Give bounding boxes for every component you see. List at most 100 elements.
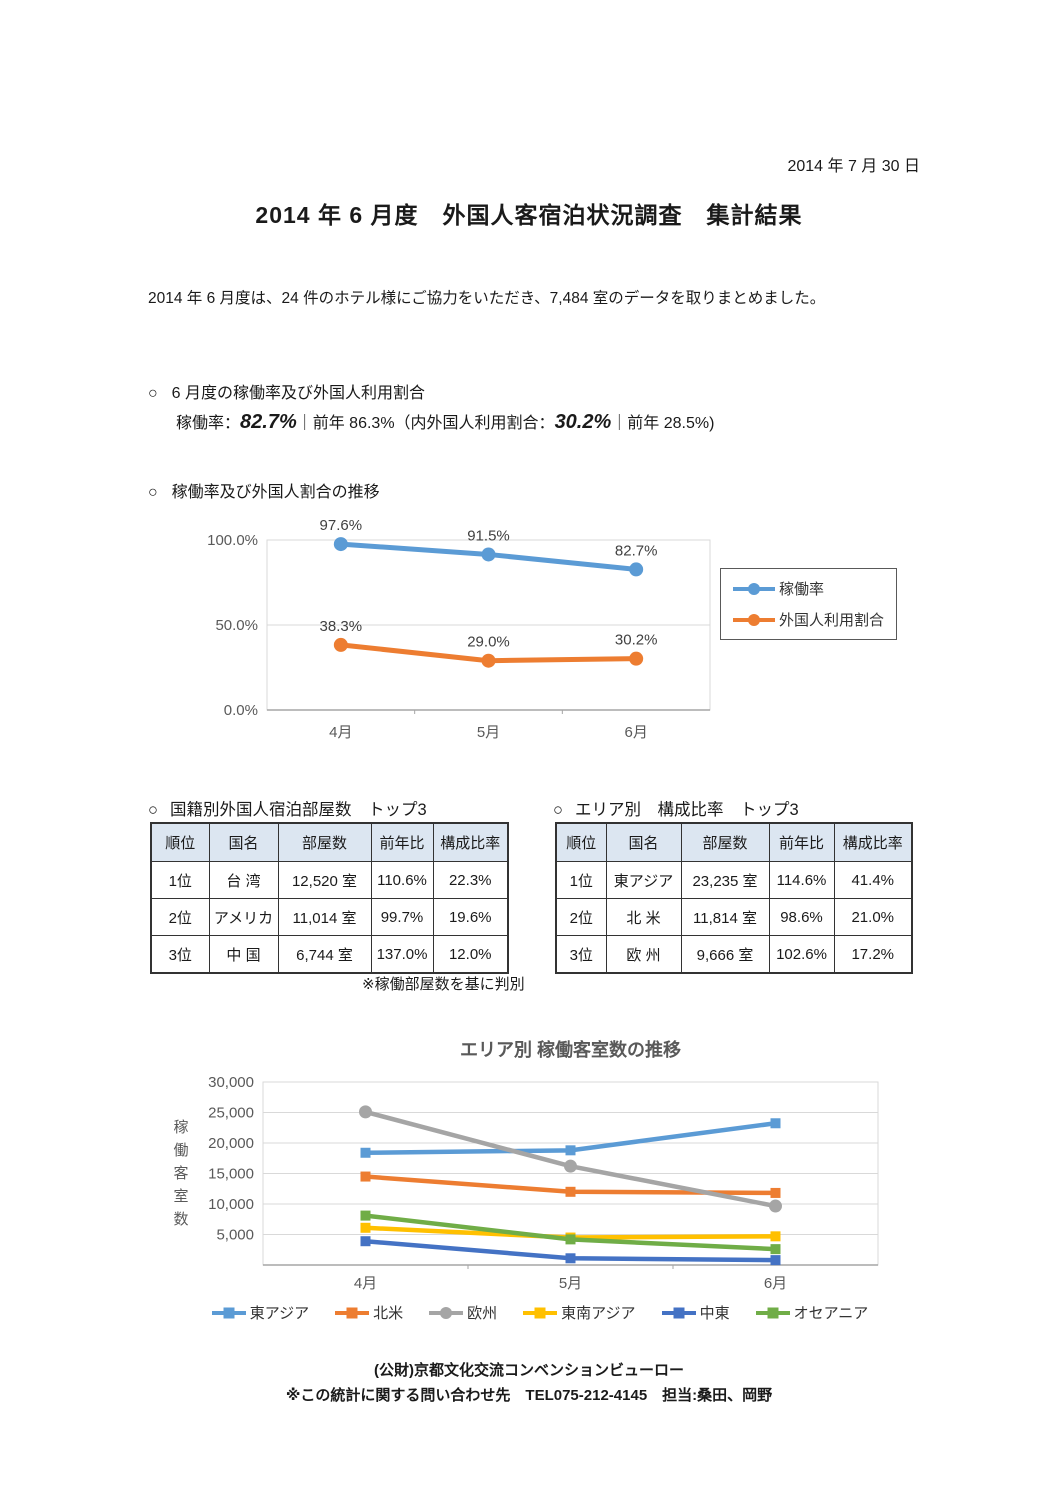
table-header-cell: 国名 bbox=[605, 822, 682, 862]
table-row: 2位 アメリカ 11,014 室 99.7% 19.6% bbox=[150, 898, 509, 936]
table-cell: 12,520 室 bbox=[277, 861, 372, 899]
table-row: 1位 東アジア 23,235 室 114.6% 41.4% bbox=[555, 861, 913, 899]
x-tick-label: 4月 bbox=[354, 1275, 377, 1292]
trend-chart: 100.0% 50.0% 0.0% 4月 5月 6月 97.6% 91.5% 82.7% 38.3… bbox=[190, 515, 898, 765]
legend-item: 北米 bbox=[335, 1302, 403, 1323]
x-tick-label: 6月 bbox=[624, 724, 647, 741]
legend-marker bbox=[534, 1307, 546, 1318]
data-point bbox=[565, 1186, 576, 1197]
section-occupancy-heading-text: 6 月度の稼働率及び外国人利用割合 bbox=[171, 385, 426, 402]
bullet-icon: ○ bbox=[148, 385, 158, 402]
area-chart-plot: 30,000 25,000 20,000 15,000 10,000 5,000 4月 5月 6… bbox=[208, 1039, 879, 1292]
page-title: 2014 年 6 月度 外国人客宿泊状況調査 集計結果 bbox=[255, 202, 803, 228]
section-trend-heading-text: 稼働率及び外国人割合の推移 bbox=[171, 484, 380, 501]
nationality-table-note: ※稼働部屋数を基に判別 bbox=[362, 976, 525, 993]
table-row: 3位欧 州 9,666 室 102.6% 17.2% bbox=[555, 935, 913, 974]
y-tick-label: 15,000 bbox=[208, 1166, 254, 1183]
table-cell: 1位 bbox=[555, 861, 607, 899]
table-cell: 110.6% bbox=[370, 861, 434, 899]
data-point bbox=[770, 1255, 781, 1266]
data-point bbox=[770, 1244, 781, 1255]
intro-paragraph: 2014 年 6 月度は、24 件のホテル様にご協力をいただき、7,484 室の… bbox=[148, 290, 826, 307]
data-point bbox=[360, 1236, 371, 1247]
rate-mid-text: ｜前年 86.3%（内外国人利用割合： bbox=[296, 415, 555, 432]
table-header-row: 順位 国名 部屋数 前年比 構成比率 bbox=[555, 822, 913, 862]
legend-label: 東南アジア bbox=[561, 1305, 636, 1322]
table-cell: 3位 bbox=[150, 935, 210, 974]
area-chart: 30,000 25,000 20,000 15,000 10,000 5,000 4月 5月 6… bbox=[160, 1030, 920, 1340]
table-cell: 137.0% bbox=[370, 935, 434, 974]
table-header-cell: 前年比 bbox=[768, 822, 835, 862]
legend-marker-icon bbox=[335, 1307, 370, 1318]
nationality-table: 順位 国名 部屋数 前年比 構成比率 1位台 湾 12,520 室 110.6% 22.3% 2位… bbox=[150, 822, 509, 974]
legend-marker bbox=[223, 1307, 235, 1318]
data-point bbox=[359, 1105, 372, 1119]
area-chart-ylabel-char: 稼 bbox=[173, 1119, 189, 1136]
area-chart-legend: 東アジア 北米 欧州 東南アジア 中東 オセアニア bbox=[160, 1302, 920, 1323]
data-point bbox=[360, 1210, 371, 1221]
series-外国人利用割合: 38.3% 29.0% 30.2% bbox=[320, 618, 658, 668]
table-cell: 東アジア bbox=[605, 861, 682, 899]
table-header-cell: 順位 bbox=[555, 822, 607, 862]
table-header-cell: 部屋数 bbox=[680, 822, 770, 862]
legend-marker bbox=[767, 1307, 779, 1318]
table-cell: 2位 bbox=[150, 898, 210, 936]
footer-contact: ※この統計に関する問い合わせ先 TEL075-212-4145 担当:桑田、岡野 bbox=[285, 1387, 773, 1404]
legend-label: 欧州 bbox=[467, 1305, 498, 1322]
table-cell: 台 湾 bbox=[208, 861, 279, 899]
legend-item: 欧州 bbox=[429, 1302, 497, 1323]
table-cell: 3位 bbox=[555, 935, 607, 974]
table-header-cell: 構成比率 bbox=[833, 822, 913, 862]
section-trend-heading: ○ 稼働率及び外国人割合の推移 bbox=[148, 478, 380, 502]
data-point bbox=[565, 1253, 576, 1264]
data-point bbox=[565, 1145, 576, 1156]
data-point bbox=[333, 637, 348, 652]
table-cell: 欧 州 bbox=[605, 935, 682, 974]
data-label: 82.7% bbox=[615, 542, 658, 559]
data-point bbox=[360, 1222, 371, 1233]
data-point bbox=[629, 651, 644, 666]
table-cell: 41.4% bbox=[833, 861, 913, 899]
table-header-cell: 順位 bbox=[150, 822, 210, 862]
foreign-rate-value: 30.2% bbox=[554, 411, 612, 433]
y-tick-label: 100.0% bbox=[207, 532, 258, 549]
data-label: 29.0% bbox=[467, 634, 510, 651]
legend-marker-icon bbox=[429, 1306, 464, 1319]
nationality-table-title-text: 国籍別外国人宿泊部屋数 トップ3 bbox=[169, 801, 427, 819]
area-chart-ylabel-char: 数 bbox=[173, 1211, 189, 1228]
table-cell: 22.3% bbox=[432, 861, 509, 899]
y-tick-label: 10,000 bbox=[208, 1196, 254, 1213]
table-cell: 99.7% bbox=[370, 898, 434, 936]
legend-item: 稼働率 bbox=[733, 578, 884, 599]
area-table-title: ○ エリア別 構成比率 トップ3 bbox=[553, 796, 799, 820]
y-tick-label: 30,000 bbox=[208, 1074, 254, 1091]
area-chart-ylabel: 稼働客室数 bbox=[172, 1116, 190, 1231]
table-cell: 21.0% bbox=[833, 898, 913, 936]
y-tick-label: 50.0% bbox=[215, 617, 258, 634]
trend-chart-legend: 稼働率外国人利用割合 bbox=[720, 568, 898, 640]
x-tick-label: 4月 bbox=[329, 724, 352, 741]
area-chart-ylabel-char: 室 bbox=[173, 1188, 189, 1205]
data-label: 97.6% bbox=[320, 517, 363, 534]
legend-label: 外国人利用割合 bbox=[779, 612, 885, 629]
legend-item: 東アジア bbox=[211, 1302, 309, 1323]
table-header-cell: 部屋数 bbox=[277, 822, 372, 862]
table-row: 2位北 米 11,814 室 98.6% 21.0% bbox=[555, 898, 913, 936]
legend-marker-icon bbox=[523, 1307, 558, 1318]
series-欧州 bbox=[359, 1105, 782, 1213]
y-tick-label: 20,000 bbox=[208, 1135, 254, 1152]
legend-marker-icon bbox=[755, 1307, 790, 1318]
table-header-cell: 構成比率 bbox=[432, 822, 509, 862]
data-point bbox=[333, 537, 348, 552]
legend-marker-icon bbox=[211, 1307, 246, 1318]
table-row: 1位台 湾 12,520 室 110.6% 22.3% bbox=[150, 861, 509, 899]
table-cell: 2位 bbox=[555, 898, 607, 936]
legend-marker bbox=[673, 1307, 685, 1318]
data-label: 30.2% bbox=[615, 632, 658, 649]
data-point bbox=[360, 1147, 371, 1158]
page-footer: (公財)京都文化交流コンベンションビューロー ※この統計に関する問い合わせ先 T… bbox=[0, 1358, 1058, 1408]
bullet-icon: ○ bbox=[553, 801, 563, 819]
table-cell: 北 米 bbox=[605, 898, 682, 936]
legend-marker bbox=[748, 582, 760, 595]
nationality-table-title: ○ 国籍別外国人宿泊部屋数 トップ3 bbox=[148, 796, 427, 820]
